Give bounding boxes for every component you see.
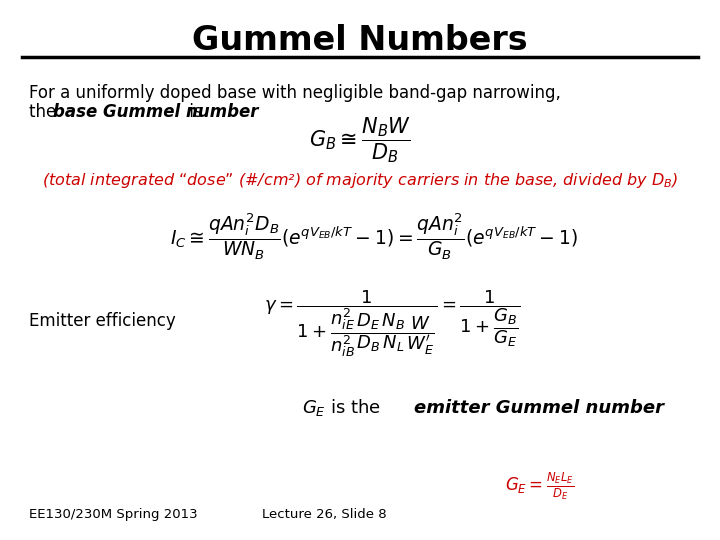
Text: Gummel Numbers: Gummel Numbers (192, 24, 528, 57)
Text: $\gamma = \dfrac{1}{1+\dfrac{n_{iE}^2}{n_{iB}^2}\dfrac{D_E}{D_B}\dfrac{N_B}{N_L}: $\gamma = \dfrac{1}{1+\dfrac{n_{iE}^2}{n… (264, 289, 521, 359)
Text: EE130/230M Spring 2013: EE130/230M Spring 2013 (29, 508, 197, 521)
Text: base Gummel number: base Gummel number (53, 103, 258, 120)
Text: Lecture 26, Slide 8: Lecture 26, Slide 8 (261, 508, 387, 521)
Text: Emitter efficiency: Emitter efficiency (29, 312, 176, 330)
Text: (total integrated “dose” (#/cm²) of majority carriers in the base, divided by $D: (total integrated “dose” (#/cm²) of majo… (42, 171, 678, 191)
Text: the: the (29, 103, 61, 120)
Text: $G_E$ is the: $G_E$ is the (302, 397, 382, 418)
Text: $I_C \cong \dfrac{qAn_i^2 D_B}{WN_B}\left(e^{qV_{EB}/kT}-1\right) = \dfrac{qAn_i: $I_C \cong \dfrac{qAn_i^2 D_B}{WN_B}\lef… (171, 212, 578, 261)
Text: $G_E = \frac{N_E L_E}{D_E}$: $G_E = \frac{N_E L_E}{D_E}$ (505, 470, 575, 502)
Text: $G_B \cong \dfrac{N_B W}{D_B}$: $G_B \cong \dfrac{N_B W}{D_B}$ (309, 116, 411, 165)
Text: emitter Gummel number: emitter Gummel number (414, 399, 664, 417)
Text: is: is (184, 103, 202, 120)
Text: For a uniformly doped base with negligible band-gap narrowing,: For a uniformly doped base with negligib… (29, 84, 561, 102)
